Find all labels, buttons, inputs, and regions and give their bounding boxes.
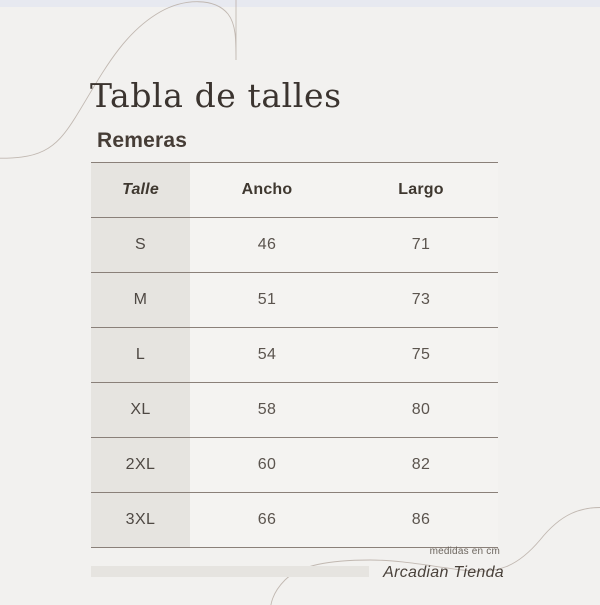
size-table: Talle Ancho Largo S 46 71 M 51 73 xyxy=(91,162,498,548)
cell-ancho: 58 xyxy=(190,382,344,438)
cell-largo: 82 xyxy=(344,437,498,493)
cell-talle: 3XL xyxy=(91,492,190,548)
footer-accent-bar xyxy=(91,566,369,577)
cell-ancho: 54 xyxy=(190,327,344,383)
top-edge-strip xyxy=(0,0,600,7)
cell-largo: 71 xyxy=(344,217,498,273)
cell-talle: XL xyxy=(91,382,190,438)
cell-largo: 73 xyxy=(344,272,498,328)
column-header-talle: Talle xyxy=(91,162,190,218)
cell-ancho: 46 xyxy=(190,217,344,273)
unit-note: medidas en cm xyxy=(429,546,500,557)
column-header-largo: Largo xyxy=(344,162,498,218)
brand-name: Arcadian Tienda xyxy=(383,564,504,581)
cell-largo: 86 xyxy=(344,492,498,548)
size-table-container: Talle Ancho Largo S 46 71 M 51 73 xyxy=(91,162,498,548)
table-row: 2XL 60 82 xyxy=(91,437,498,493)
size-table-body: S 46 71 M 51 73 L 54 75 XL xyxy=(91,217,498,548)
cell-largo: 80 xyxy=(344,382,498,438)
cell-ancho: 60 xyxy=(190,437,344,493)
table-row: L 54 75 xyxy=(91,327,498,383)
table-header-row: Talle Ancho Largo xyxy=(91,162,498,218)
cell-ancho: 66 xyxy=(190,492,344,548)
column-header-ancho: Ancho xyxy=(190,162,344,218)
cell-talle: S xyxy=(91,217,190,273)
table-row: 3XL 66 86 xyxy=(91,492,498,548)
page-subtitle: Remeras xyxy=(97,129,188,152)
cell-largo: 75 xyxy=(344,327,498,383)
cell-talle: M xyxy=(91,272,190,328)
size-table-head: Talle Ancho Largo xyxy=(91,162,498,218)
cell-talle: 2XL xyxy=(91,437,190,493)
table-row: S 46 71 xyxy=(91,217,498,273)
cell-talle: L xyxy=(91,327,190,383)
cell-ancho: 51 xyxy=(190,272,344,328)
table-row: M 51 73 xyxy=(91,272,498,328)
table-row: XL 58 80 xyxy=(91,382,498,438)
page-title: Tabla de talles xyxy=(90,76,342,115)
